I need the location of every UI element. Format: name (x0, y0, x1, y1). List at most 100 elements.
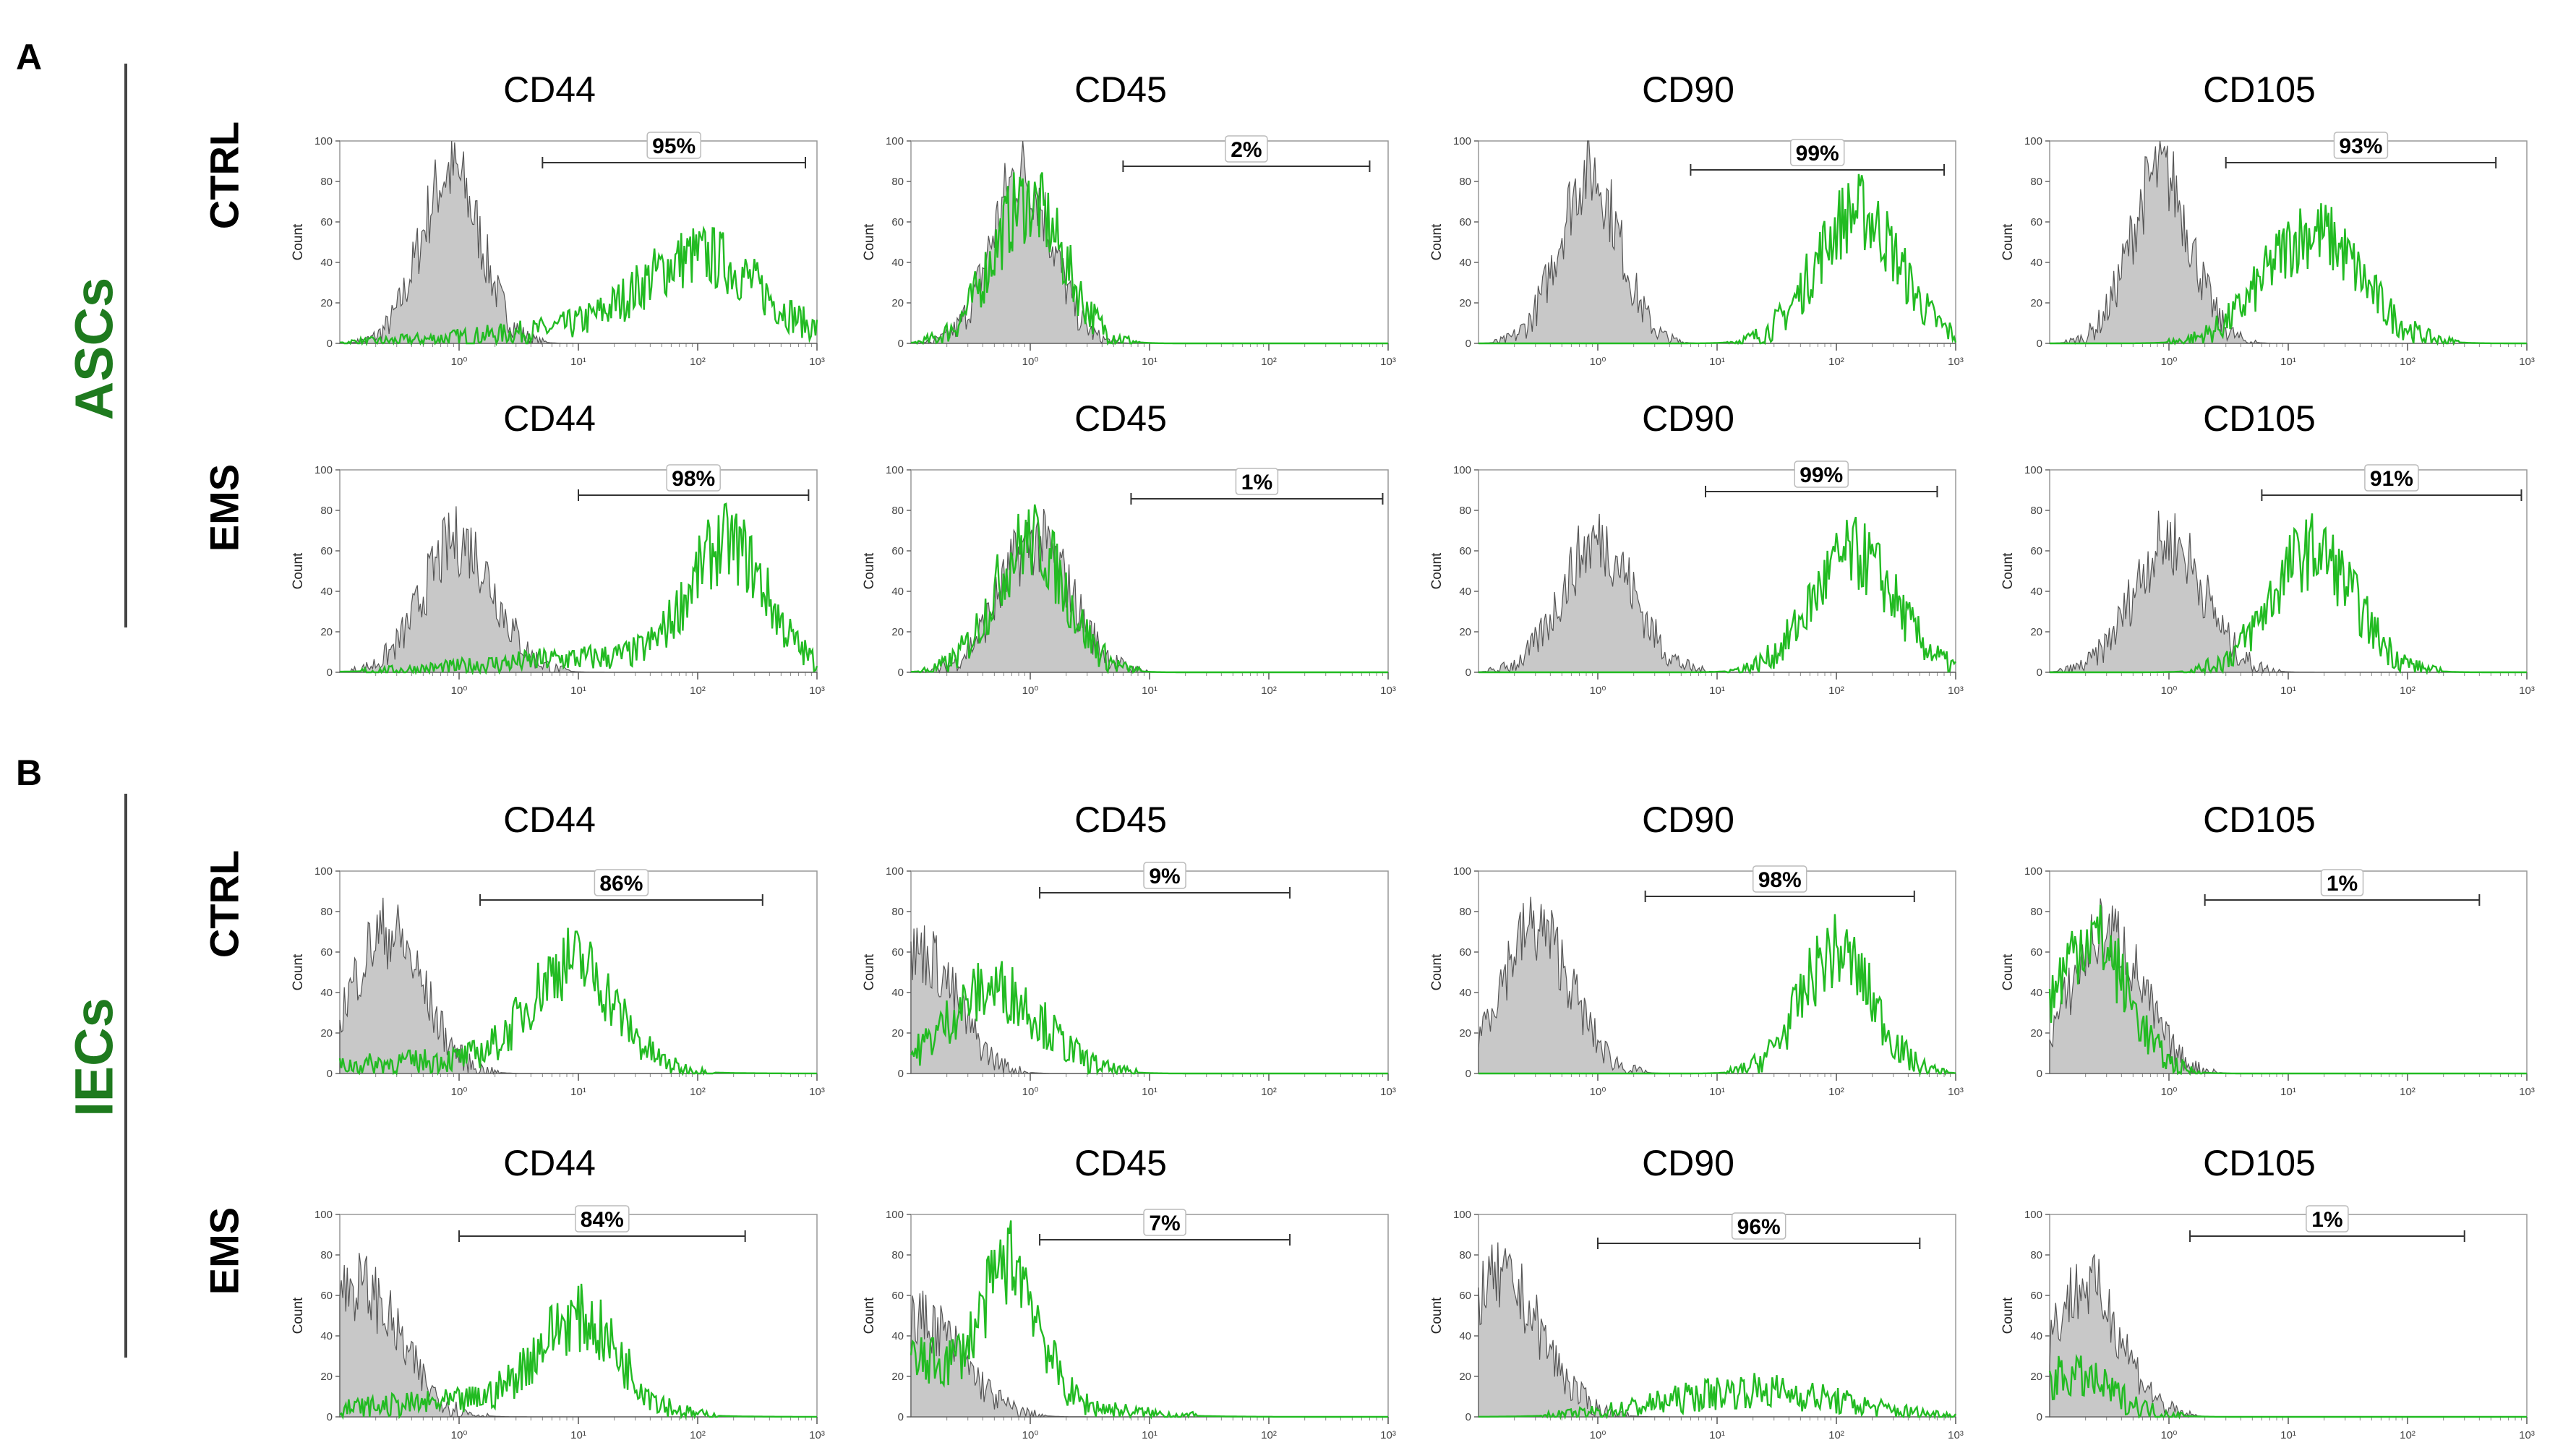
isotype-histogram (339, 897, 817, 1075)
y-tick-label: 20 (320, 297, 333, 309)
y-tick-label: 40 (1459, 1330, 1471, 1342)
y-tick-label: 40 (1459, 257, 1471, 269)
histogram-panel-iecs-ctrl-cd44: CD44 0 20 40 60 80 100 Count 10⁰ 10¹ 10² 10³ 86% (260, 799, 839, 1102)
marker-histogram (340, 225, 818, 347)
percent-label: 1% (2311, 1208, 2342, 1232)
y-axis-label: Count (291, 552, 306, 589)
percent-label: 2% (1231, 138, 1262, 162)
row-label-ems-ascs: EMS (201, 463, 247, 552)
percent-label: 84% (581, 1208, 624, 1232)
x-tick-label: 10³ (1380, 1086, 1396, 1098)
y-tick-label: 100 (886, 135, 904, 147)
marker-histogram (1479, 914, 1956, 1077)
y-tick-label: 20 (2030, 1027, 2042, 1040)
y-tick-label: 40 (320, 586, 333, 598)
y-tick-label: 20 (320, 626, 333, 638)
y-tick-label: 60 (1459, 1290, 1471, 1302)
percent-label: 1% (2327, 872, 2358, 896)
y-axis-label: Count (862, 223, 877, 260)
y-tick-label: 60 (891, 946, 904, 959)
panel-title: CD44 (503, 800, 596, 840)
x-tick-label: 10⁰ (1022, 1429, 1039, 1441)
percent-label-box (2306, 1205, 2349, 1233)
panel-letter-b: B (16, 753, 43, 793)
y-tick-label: 20 (320, 1027, 333, 1040)
y-tick-label: 40 (891, 586, 904, 598)
y-tick-label: 20 (891, 626, 904, 638)
x-tick-label: 10² (1261, 1429, 1277, 1441)
y-tick-label: 20 (891, 1027, 904, 1040)
y-tick-label: 60 (2030, 545, 2042, 557)
x-tick-label: 10³ (1948, 685, 1964, 697)
x-tick-label: 10¹ (570, 356, 586, 368)
x-tick-label: 10¹ (2280, 356, 2296, 368)
y-tick-label: 80 (891, 906, 904, 918)
x-tick-label: 10¹ (1142, 1429, 1158, 1441)
x-tick-label: 10⁰ (2161, 685, 2178, 697)
x-tick-label: 10³ (809, 1086, 825, 1098)
y-tick-label: 100 (1453, 464, 1471, 476)
y-tick-label: 100 (2024, 865, 2042, 878)
y-tick-label: 60 (320, 1290, 333, 1302)
y-axis-label: Count (1429, 1297, 1445, 1334)
x-tick-label: 10¹ (2280, 1429, 2296, 1441)
x-tick-label: 10² (2400, 1429, 2415, 1441)
y-tick-label: 100 (314, 1209, 333, 1221)
isotype-histogram (910, 140, 1388, 345)
x-tick-label: 10² (1828, 356, 1844, 368)
y-tick-label: 60 (2030, 1290, 2042, 1302)
x-tick-label: 10² (690, 685, 706, 697)
y-tick-label: 0 (1465, 667, 1471, 679)
y-axis-label: Count (2001, 552, 2016, 589)
y-tick-label: 80 (891, 176, 904, 188)
x-tick-label: 10⁰ (1022, 1086, 1039, 1098)
marker-histogram (2050, 203, 2527, 346)
x-tick-label: 10⁰ (451, 356, 468, 368)
y-tick-label: 0 (2037, 338, 2042, 350)
y-tick-label: 80 (1459, 176, 1471, 188)
y-tick-label: 0 (898, 667, 904, 679)
x-tick-label: 10² (2400, 1086, 2415, 1098)
y-tick-label: 100 (1453, 865, 1471, 878)
y-tick-label: 40 (320, 257, 333, 269)
x-tick-label: 10¹ (570, 685, 586, 697)
y-tick-label: 100 (2024, 135, 2042, 147)
marker-histogram (1479, 173, 1957, 346)
y-tick-label: 0 (2037, 667, 2042, 679)
y-tick-label: 60 (2030, 946, 2042, 959)
y-tick-label: 80 (2030, 505, 2042, 517)
histogram-svg: 0 20 40 60 80 100 Count 10⁰ 10¹ 10² 10³ 86% (291, 865, 825, 1098)
panel-title: CD90 (1642, 398, 1734, 439)
percent-label: 91% (2370, 467, 2413, 491)
y-axis-label: Count (1429, 953, 1445, 990)
x-tick-label: 10² (690, 356, 706, 368)
y-tick-label: 40 (2030, 586, 2042, 598)
y-tick-label: 100 (314, 135, 333, 147)
panel-title: CD90 (1642, 69, 1734, 110)
x-tick-label: 10² (690, 1429, 706, 1441)
percent-label: 99% (1796, 142, 1839, 166)
x-tick-label: 10¹ (2280, 685, 2296, 697)
panel-title: CD105 (2203, 1143, 2316, 1183)
x-tick-label: 10⁰ (451, 1086, 468, 1098)
y-tick-label: 20 (2030, 1371, 2042, 1383)
y-tick-label: 80 (1459, 1249, 1471, 1261)
marker-histogram (2050, 513, 2527, 675)
panel-title: CD105 (2203, 398, 2316, 439)
y-tick-label: 20 (1459, 1027, 1471, 1040)
panel-title: CD90 (1642, 1143, 1734, 1183)
y-tick-label: 80 (2030, 176, 2042, 188)
percent-label-box (1225, 135, 1268, 163)
panel-title: CD45 (1074, 69, 1167, 110)
marker-histogram (340, 502, 818, 676)
x-tick-label: 10⁰ (1590, 356, 1606, 368)
y-tick-label: 80 (1459, 505, 1471, 517)
percent-label-box (1731, 1212, 1786, 1240)
isotype-histogram (1478, 896, 1956, 1075)
panel-title: CD105 (2203, 69, 2316, 110)
x-tick-label: 10¹ (1709, 356, 1725, 368)
x-tick-label: 10² (1828, 1429, 1844, 1441)
y-tick-label: 60 (320, 545, 333, 557)
y-tick-label: 40 (891, 1330, 904, 1342)
